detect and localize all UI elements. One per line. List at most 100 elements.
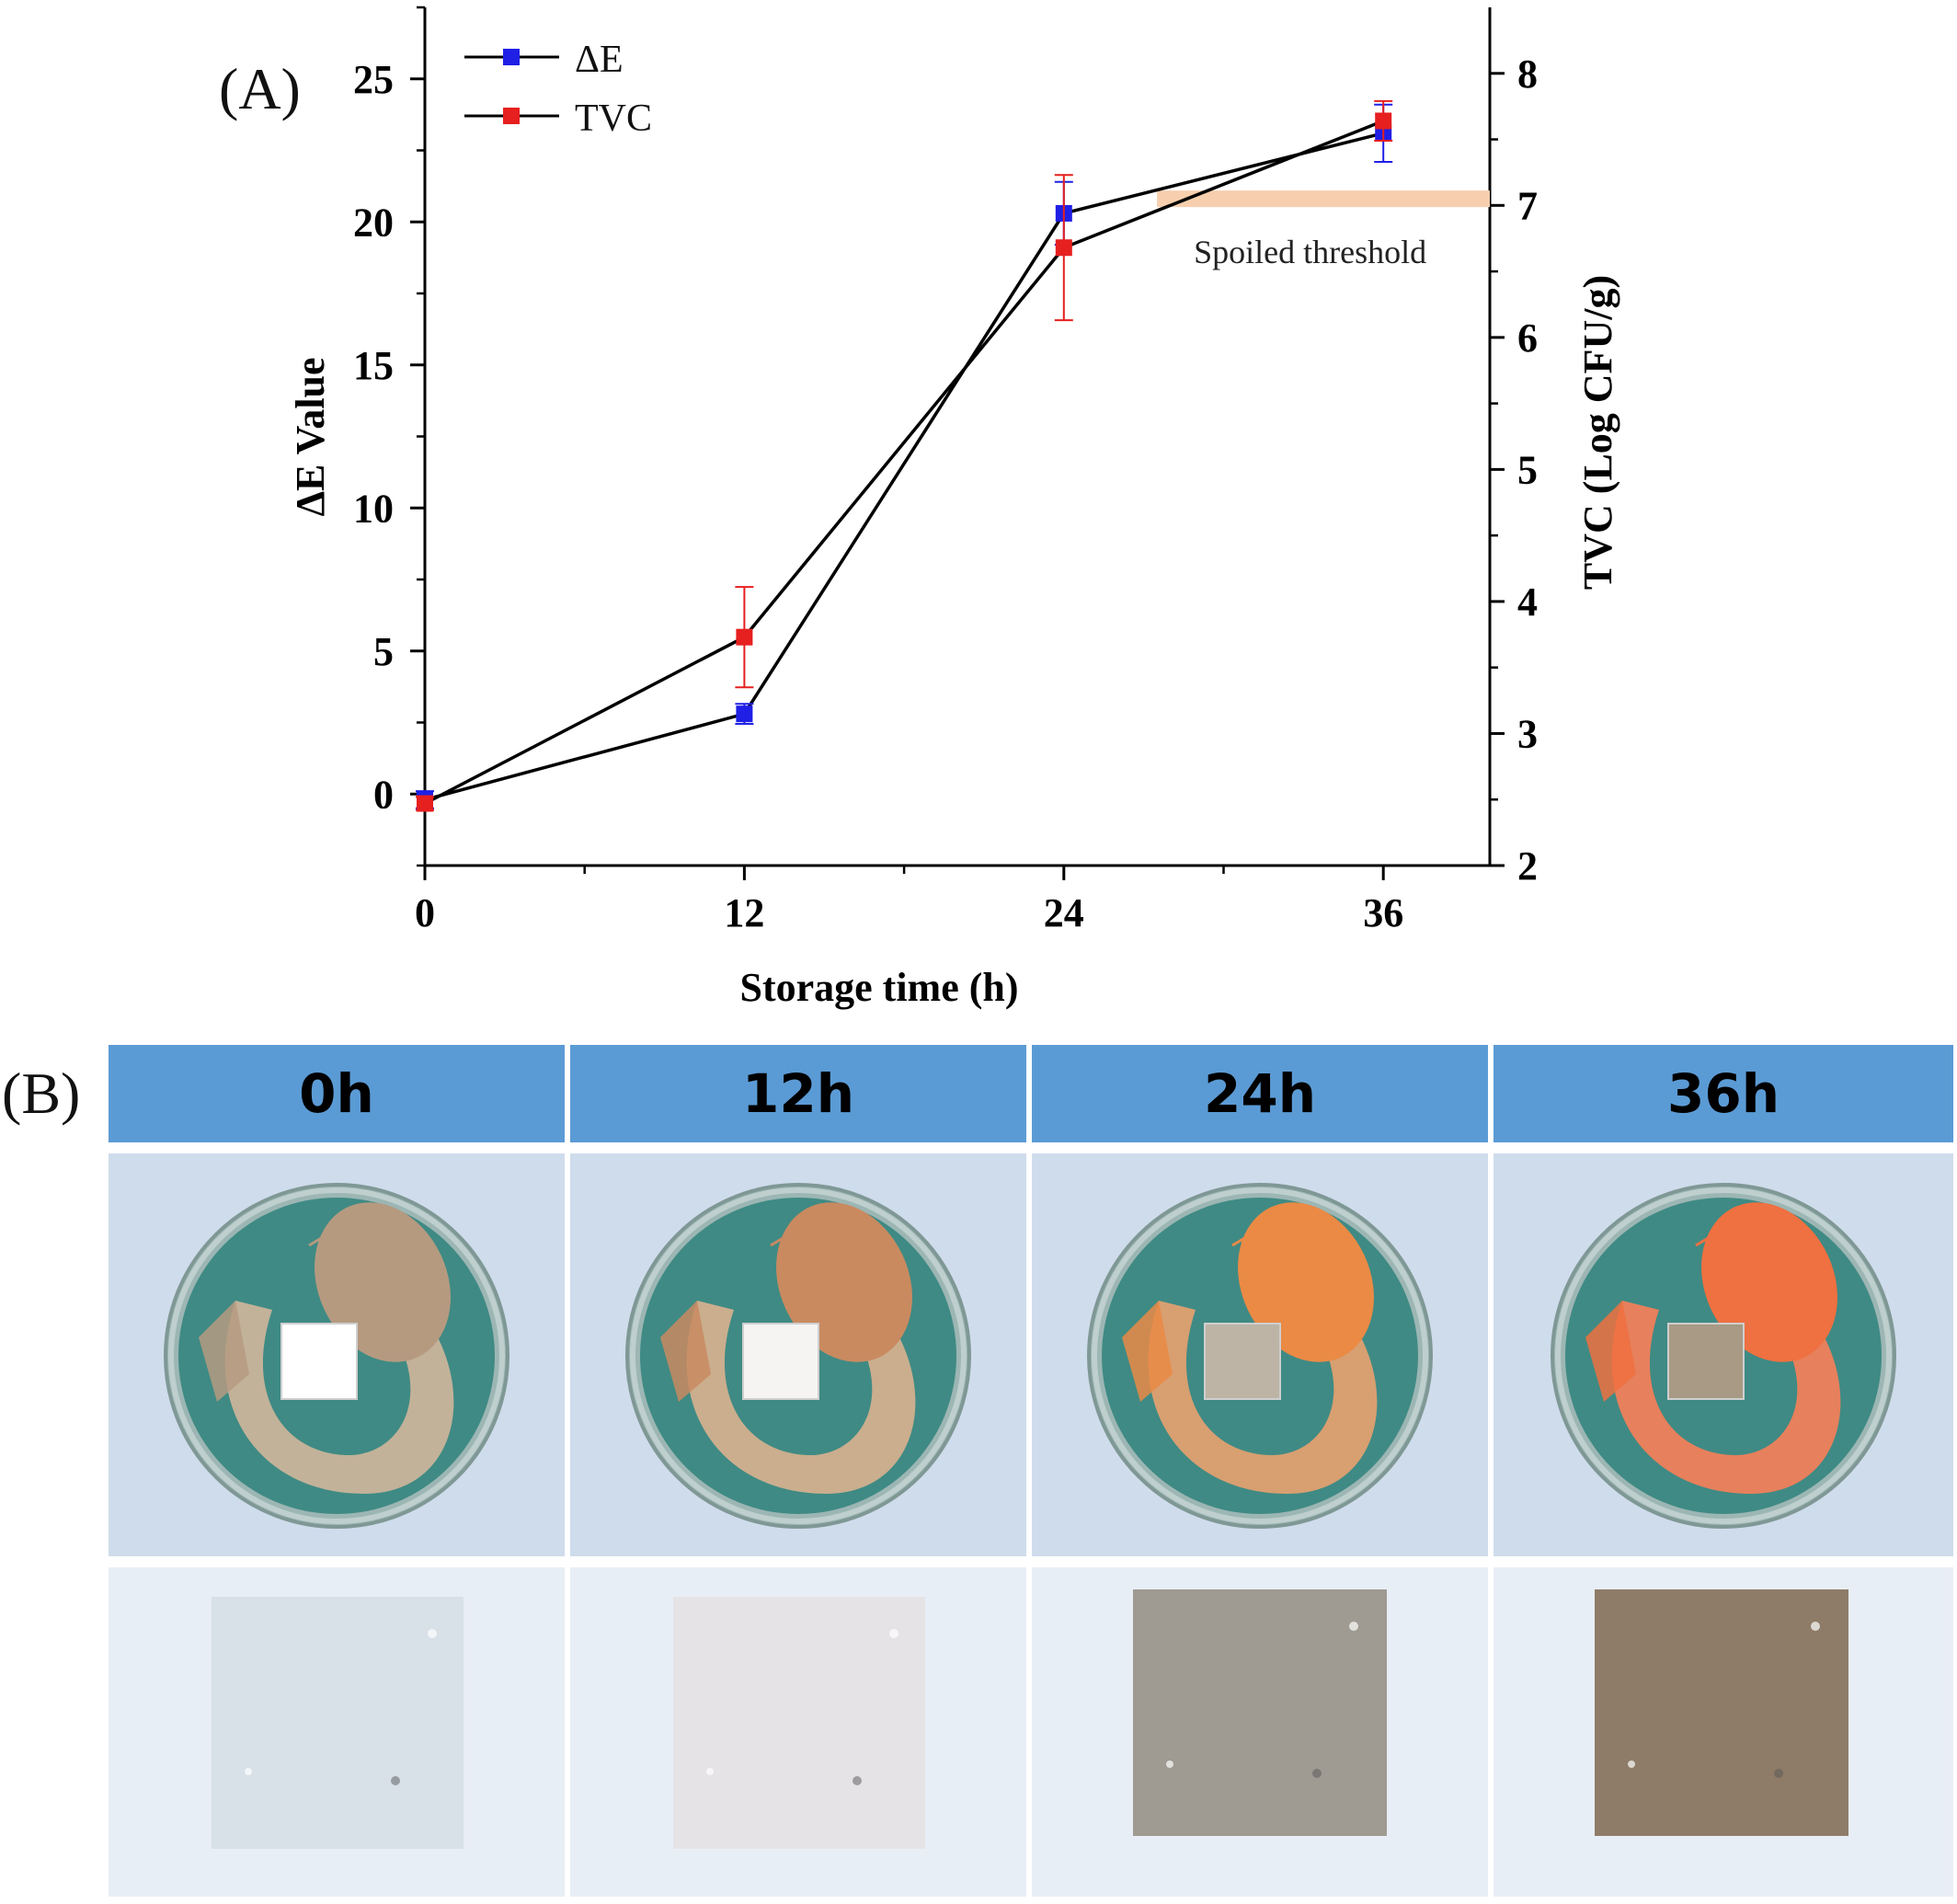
y2-tick-label: 4: [1517, 579, 1538, 625]
legend-marker: [503, 49, 520, 65]
y2-tick-label: 8: [1517, 52, 1538, 97]
film-swatch: [1595, 1589, 1848, 1836]
legend-marker: [503, 108, 520, 124]
data-point-TVC: [1375, 112, 1392, 130]
film-closeup: [109, 1567, 565, 1897]
y2-tick-label: 6: [1517, 315, 1538, 361]
chart-series: [416, 99, 1393, 812]
film-speck: [391, 1776, 400, 1785]
series-line-TVC: [424, 119, 1384, 806]
film-speck: [245, 1768, 252, 1775]
x-axis-title: Storage time (h): [739, 965, 1018, 1010]
y-tick-label: 5: [373, 629, 394, 674]
indicator-film: [1204, 1323, 1281, 1400]
chart-legend: ΔE TVC: [464, 39, 652, 140]
shrimp-head: [1238, 1202, 1374, 1362]
shrimp-tail: [660, 1301, 711, 1402]
y-tick-label: 20: [353, 200, 394, 245]
shrimp-antenna: [1695, 1216, 1743, 1247]
x-tick-label: 12: [724, 890, 764, 935]
time-header: 36h: [1494, 1045, 1953, 1142]
indicator-film: [1667, 1323, 1745, 1400]
shrimp-antenna: [308, 1216, 356, 1247]
film-swatch: [673, 1597, 925, 1849]
film-closeup: [1032, 1567, 1488, 1897]
shrimp-body: [224, 1301, 454, 1494]
film-illustration: [212, 1597, 464, 1849]
chart-a: 0 12 24 36 0 5 10 15 20 25 2 3 4 5 6 7 8 Spoiled thresho…: [288, 6, 1620, 1010]
film-closeup: [570, 1567, 1026, 1897]
film-speck: [706, 1768, 714, 1775]
film-speck: [428, 1629, 437, 1638]
film-speck: [853, 1776, 862, 1785]
film-illustration: [673, 1597, 925, 1849]
spoiled-threshold: Spoiled threshold: [1157, 190, 1490, 270]
shrimp-antenna: [1231, 1216, 1279, 1247]
film-illustration: [1133, 1589, 1387, 1836]
film-speck: [1774, 1769, 1783, 1778]
film-swatch: [1133, 1589, 1387, 1836]
time-header: 12h: [570, 1045, 1026, 1142]
y-tick-label: 0: [373, 772, 394, 817]
film-speck: [1811, 1622, 1820, 1631]
data-point-TVC: [1055, 239, 1072, 257]
shrimp-illustration: [164, 1183, 509, 1529]
shrimp-illustration: [1551, 1183, 1896, 1529]
shrimp-body: [1611, 1301, 1841, 1494]
y-axis-title: ΔE Value: [288, 357, 333, 516]
shrimp-antenna: [770, 1216, 818, 1247]
chart-axes: 0 12 24 36 0 5 10 15 20 25 2 3 4 5 6 7 8: [353, 6, 1538, 935]
data-point-TVC: [736, 628, 753, 646]
shrimp-body: [686, 1301, 916, 1494]
shrimp-tail: [199, 1301, 249, 1402]
y2-tick-label: 7: [1517, 183, 1538, 228]
shrimp-illustration: [1087, 1183, 1433, 1529]
film-speck: [1628, 1761, 1635, 1768]
series-line-ΔE: [424, 132, 1384, 802]
shrimp-photo: [1494, 1153, 1953, 1556]
shrimp-tail: [1585, 1301, 1636, 1402]
data-point-TVC: [417, 795, 433, 812]
plastic-wrap-sheen: [168, 1187, 505, 1524]
plastic-wrap-sheen: [1092, 1187, 1428, 1524]
x-tick-label: 0: [415, 890, 435, 935]
shrimp-tail: [1122, 1301, 1173, 1402]
film-speck: [1166, 1761, 1173, 1768]
x-tick-label: 36: [1363, 890, 1403, 935]
y-tick-label: 10: [353, 486, 394, 531]
data-point-ΔE: [736, 705, 753, 723]
shrimp-head: [776, 1202, 912, 1362]
shrimp-photo: [1032, 1153, 1488, 1556]
time-header: 0h: [109, 1045, 565, 1142]
y2-tick-label: 5: [1517, 447, 1538, 492]
x-tick-label: 24: [1044, 890, 1084, 935]
film-swatch: [212, 1597, 464, 1849]
film-speck: [1349, 1622, 1358, 1631]
threshold-label: Spoiled threshold: [1194, 234, 1426, 270]
shrimp-head: [1701, 1202, 1837, 1362]
y2-tick-label: 3: [1517, 711, 1538, 756]
y-tick-label: 25: [353, 57, 394, 102]
plastic-wrap-sheen: [630, 1187, 967, 1524]
film-illustration: [1595, 1589, 1848, 1836]
time-header: 24h: [1032, 1045, 1488, 1142]
y2-tick-label: 2: [1517, 843, 1538, 889]
film-speck: [1312, 1769, 1322, 1778]
legend-label: ΔE: [575, 39, 624, 81]
panel-label-b: (B): [2, 1061, 81, 1126]
shrimp-illustration: [625, 1183, 971, 1529]
film-closeup: [1494, 1567, 1953, 1897]
shrimp-photo: [109, 1153, 565, 1556]
chart-labels: Storage time (h) ΔE Value TVC (Log CFU/g): [288, 275, 1620, 1010]
film-speck: [889, 1629, 898, 1638]
y2-axis-title: TVC (Log CFU/g): [1575, 275, 1620, 590]
y-tick-label: 15: [353, 343, 394, 388]
panel-b-grid: 0h 12h 24h 36h: [109, 1045, 1953, 1897]
indicator-film: [280, 1323, 358, 1400]
indicator-film: [742, 1323, 819, 1400]
shrimp-body: [1148, 1301, 1378, 1494]
threshold-band: [1157, 190, 1490, 208]
shrimp-head: [315, 1202, 451, 1362]
panel-label-a: (A): [219, 56, 301, 121]
shrimp-photo: [570, 1153, 1026, 1556]
